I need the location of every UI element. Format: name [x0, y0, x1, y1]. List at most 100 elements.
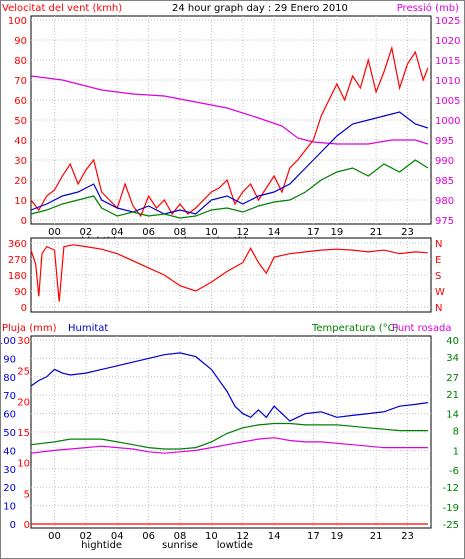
wind-tick-10: 10 [14, 196, 27, 207]
direction-tick-90: 90 [14, 287, 27, 298]
humidity-tick-40: 40 [3, 446, 16, 457]
rain-tick-10: 10 [17, 459, 30, 470]
temperature-tick-27: 27 [446, 373, 459, 384]
humidity-tick-20: 20 [3, 483, 16, 494]
tick-label-hour-19: 19 [331, 227, 344, 238]
direction-tick-270: 270 [8, 255, 27, 266]
header-humidity: Humitat [68, 323, 108, 334]
rain-tick-25: 25 [17, 367, 30, 378]
wind-tick-30: 30 [14, 156, 27, 167]
wind-gust-series [30, 45, 429, 218]
tick-label-hour-10: 10 [205, 227, 218, 238]
header-dew-point: Punt rosada [392, 323, 451, 334]
tick-label-hour-04: 04 [111, 227, 124, 238]
wind-tick-40: 40 [14, 136, 27, 147]
direction-tick-360: 360 [8, 239, 27, 250]
event-label-lowtide: lowtide [217, 540, 253, 551]
rain-tick-15: 15 [17, 428, 30, 439]
humidity-tick-70: 70 [3, 391, 16, 402]
tick-label-hour-06: 06 [142, 227, 155, 238]
pressure-tick-995: 995 [435, 136, 454, 147]
direction-tick-0: 0 [21, 303, 27, 314]
compass-label-3: E [435, 255, 441, 266]
temperature-tick--19: -19 [443, 503, 459, 514]
wind-tick-0: 0 [21, 216, 27, 227]
humidity-tick-60: 60 [3, 410, 16, 421]
temperature-tick-8: 8 [453, 427, 459, 438]
temperature-tick-40: 40 [446, 336, 459, 347]
tick-label-hour-21: 21 [370, 227, 383, 238]
tick-label-hour-00: 00 [48, 227, 61, 238]
wind-tick-20: 20 [14, 176, 27, 187]
rain-tick-5: 5 [24, 489, 30, 500]
header-wind-speed: Velocitat del vent (kmh) [2, 3, 122, 14]
wind-speed-series [30, 159, 429, 219]
header-temperature: Temperatura (°C) [311, 323, 399, 334]
wind-direction-series [30, 244, 428, 302]
wind-tick-60: 60 [14, 96, 27, 107]
pressure-tick-980: 980 [435, 196, 454, 207]
pressure-tick-1000: 1000 [435, 116, 460, 127]
temperature-tick-1: 1 [453, 446, 459, 457]
tick-label-hour-23: 23 [401, 531, 414, 542]
panel-1-hour-axis: 00 02 04 06 08 10 12 14 17 19 21 23 [48, 227, 414, 238]
rain-tick-20: 20 [17, 397, 30, 408]
header-rain: Pluja (mm) [2, 323, 57, 334]
event-label-sunrise: sunrise [162, 540, 198, 551]
humidity-tick-50: 50 [3, 428, 16, 439]
compass-label-0: N [435, 303, 442, 314]
panel-3-humidity-axis: 0 10 20 30 40 50 60 70 80 90 100 [0, 336, 16, 531]
pressure-tick-985: 985 [435, 176, 454, 187]
tick-label-hour-00: 00 [48, 531, 61, 542]
tick-label-hour-04: 04 [111, 531, 124, 542]
dew-point-series [30, 437, 428, 454]
pressure-tick-1025: 1025 [435, 16, 460, 27]
humidity-tick-0: 0 [10, 520, 16, 531]
tick-label-hour-12: 12 [236, 531, 249, 542]
tick-label-hour-02: 02 [80, 227, 93, 238]
rain-tick-30: 30 [17, 336, 30, 347]
pressure-series [30, 75, 429, 145]
panel-2-degree-axis: 0 90 180 270 360 [8, 239, 27, 314]
panel-2-grid [31, 238, 431, 312]
humidity-series [30, 352, 428, 422]
temperature-series [30, 422, 428, 450]
event-label-hightide: hightide [81, 540, 122, 551]
panel-3-hour-axis: 00 02 04 06 08 10 12 14 17 19 21 23 [48, 531, 414, 542]
panel-1-grid [31, 16, 431, 224]
tick-label-hour-19: 19 [331, 531, 344, 542]
compass-label-4: N [435, 239, 442, 250]
panel-3-series [30, 352, 428, 525]
wind-tick-80: 80 [14, 56, 27, 67]
tick-label-hour-17: 17 [307, 531, 320, 542]
pressure-tick-975: 975 [435, 216, 454, 227]
tick-label-hour-17: 17 [307, 227, 320, 238]
wind-tick-50: 50 [14, 116, 27, 127]
temperature-tick-14: 14 [446, 410, 459, 421]
tick-label-hour-21: 21 [370, 531, 383, 542]
compass-label-1: W [435, 287, 445, 298]
pressure-tick-990: 990 [435, 156, 454, 167]
humidity-tick-90: 90 [3, 354, 16, 365]
tick-label-hour-02: 02 [80, 531, 93, 542]
temperature-tick-34: 34 [446, 353, 459, 364]
panel-2-series [30, 244, 428, 302]
wind-tick-90: 90 [14, 36, 27, 47]
rain-humidity-temp-panel: Pluja (mm) Humitat Temperatura (°C) Punt… [0, 323, 459, 551]
humidity-tick-80: 80 [3, 373, 16, 384]
tick-label-hour-12: 12 [236, 227, 249, 238]
humidity-tick-30: 30 [3, 465, 16, 476]
wind-tick-70: 70 [14, 76, 27, 87]
temperature-tick-21: 21 [446, 390, 459, 401]
direction-tick-180: 180 [8, 271, 27, 282]
tick-label-hour-08: 08 [174, 227, 187, 238]
temperature-tick--6: -6 [449, 466, 459, 477]
pressure-tick-1015: 1015 [435, 56, 460, 67]
wind-pressure-panel: Velocitat del vent (kmh) 24 hour graph d… [2, 2, 460, 247]
panel-1-wind-axis: 0 10 20 30 40 50 60 70 80 90 100 [8, 16, 27, 227]
temperature-tick--12: -12 [443, 483, 459, 494]
tick-label-hour-08: 08 [174, 531, 187, 542]
